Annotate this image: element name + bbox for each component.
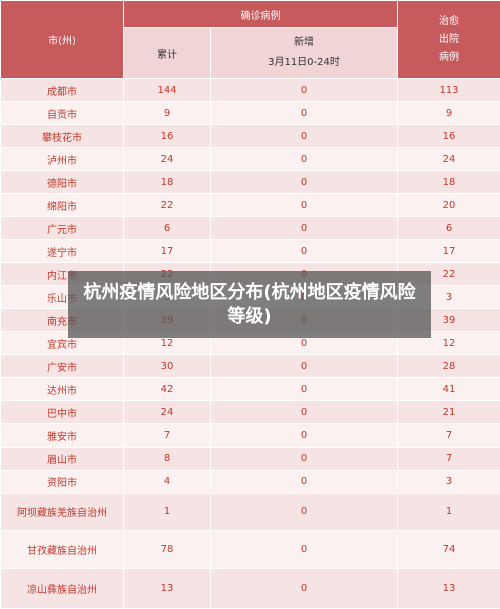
city-cell: 凉山彝族自治州 — [0, 567, 124, 609]
cured-header-line2: 出院 — [439, 33, 459, 45]
table-row: 广元市 6 0 6 — [0, 216, 500, 241]
city-cell: 资阳市 — [0, 469, 124, 494]
city-cell: 巴中市 — [0, 400, 124, 425]
city-cell: 广安市 — [0, 354, 124, 379]
cured-cell: 21 — [397, 400, 500, 425]
cured-cell: 6 — [397, 216, 500, 241]
new-cell: 0 — [210, 446, 398, 471]
table-row: 德阳市 18 0 18 — [0, 170, 500, 195]
city-cell: 成都市 — [0, 77, 124, 103]
new-added-label: 新增 — [294, 37, 314, 48]
table-row: 雅安市 7 0 7 — [0, 423, 500, 448]
cumulative-cell: 78 — [123, 530, 211, 569]
cured-cell: 1 — [397, 492, 500, 532]
cumulative-cell: 1 — [123, 492, 211, 532]
table-row: 阿坝藏族羌族自治州 1 0 1 — [0, 492, 500, 532]
table-row: 自贡市 9 0 9 — [0, 101, 500, 126]
cured-cell: 28 — [397, 354, 500, 379]
table-row: 成都市 144 0 113 — [0, 77, 500, 103]
cumulative-column-header: 累计 — [123, 27, 211, 79]
cured-cell: 18 — [397, 170, 500, 195]
cured-cell: 3 — [397, 469, 500, 494]
cumulative-cell: 42 — [123, 377, 211, 402]
cured-column-header: 治愈 出院 病例 — [397, 0, 500, 79]
new-cell: 0 — [210, 147, 398, 172]
cumulative-cell: 13 — [123, 567, 211, 609]
cumulative-cell: 24 — [123, 147, 211, 172]
table-row: 眉山市 8 0 7 — [0, 446, 500, 471]
table-row: 甘孜藏族自治州 78 0 74 — [0, 530, 500, 569]
cured-cell: 20 — [397, 193, 500, 218]
new-cell: 0 — [210, 423, 398, 448]
new-cell: 0 — [210, 400, 398, 425]
new-cell: 0 — [210, 354, 398, 379]
city-cell: 广元市 — [0, 216, 124, 241]
cured-cell: 9 — [397, 101, 500, 126]
table-row: 达州市 42 0 41 — [0, 377, 500, 402]
new-cell: 0 — [210, 77, 398, 103]
city-cell: 雅安市 — [0, 423, 124, 448]
new-cell: 0 — [210, 193, 398, 218]
cured-cell: 7 — [397, 423, 500, 448]
city-cell: 攀枝花市 — [0, 124, 124, 149]
new-cell: 0 — [210, 492, 398, 532]
cumulative-cell: 4 — [123, 469, 211, 494]
new-cell: 0 — [210, 377, 398, 402]
new-cell: 0 — [210, 239, 398, 264]
table-row: 凉山彝族自治州 13 0 13 — [0, 567, 500, 609]
new-added-column-header: 新增 3月11日0-24时 — [210, 27, 398, 79]
cured-cell: 17 — [397, 239, 500, 264]
cured-cell: 113 — [397, 77, 500, 103]
cured-cell: 74 — [397, 530, 500, 569]
cured-cell: 13 — [397, 567, 500, 609]
city-cell: 甘孜藏族自治州 — [0, 530, 124, 569]
cumulative-cell: 6 — [123, 216, 211, 241]
cured-header-line1: 治愈 — [439, 15, 459, 27]
table-row: 遂宁市 17 0 17 — [0, 239, 500, 264]
city-cell: 遂宁市 — [0, 239, 124, 264]
city-cell: 德阳市 — [0, 170, 124, 195]
cumulative-cell: 9 — [123, 101, 211, 126]
new-cell: 0 — [210, 567, 398, 609]
cured-cell: 41 — [397, 377, 500, 402]
new-cell: 0 — [210, 170, 398, 195]
article-title-overlay: 杭州疫情风险地区分布(杭州地区疫情风险等级) — [68, 271, 431, 338]
cured-cell: 16 — [397, 124, 500, 149]
new-cell: 0 — [210, 124, 398, 149]
table-row: 攀枝花市 16 0 16 — [0, 124, 500, 149]
cumulative-cell: 16 — [123, 124, 211, 149]
cumulative-cell: 144 — [123, 77, 211, 103]
cumulative-cell: 30 — [123, 354, 211, 379]
cured-cell: 24 — [397, 147, 500, 172]
city-column-header: 市(州) — [0, 0, 124, 79]
table-row: 巴中市 24 0 21 — [0, 400, 500, 425]
cumulative-cell: 22 — [123, 193, 211, 218]
table-row: 广安市 30 0 28 — [0, 354, 500, 379]
city-cell: 自贡市 — [0, 101, 124, 126]
new-cell: 0 — [210, 101, 398, 126]
new-cell: 0 — [210, 216, 398, 241]
city-cell: 绵阳市 — [0, 193, 124, 218]
table-row: 泸州市 24 0 24 — [0, 147, 500, 172]
city-cell: 阿坝藏族羌族自治州 — [0, 492, 124, 532]
cumulative-cell: 7 — [123, 423, 211, 448]
table-row: 绵阳市 22 0 20 — [0, 193, 500, 218]
cumulative-cell: 17 — [123, 239, 211, 264]
confirmed-group-header: 确诊病例 — [123, 0, 398, 28]
table-row: 资阳市 4 0 3 — [0, 469, 500, 494]
cured-header-line3: 病例 — [439, 51, 459, 63]
new-added-period: 3月11日0-24时 — [268, 57, 340, 68]
city-cell: 达州市 — [0, 377, 124, 402]
cumulative-cell: 8 — [123, 446, 211, 471]
city-cell: 泸州市 — [0, 147, 124, 172]
cumulative-cell: 18 — [123, 170, 211, 195]
city-cell: 眉山市 — [0, 446, 124, 471]
new-cell: 0 — [210, 530, 398, 569]
article-title: 杭州疫情风险地区分布(杭州地区疫情风险等级) — [83, 281, 416, 327]
cumulative-cell: 24 — [123, 400, 211, 425]
new-cell: 0 — [210, 469, 398, 494]
cured-cell: 7 — [397, 446, 500, 471]
